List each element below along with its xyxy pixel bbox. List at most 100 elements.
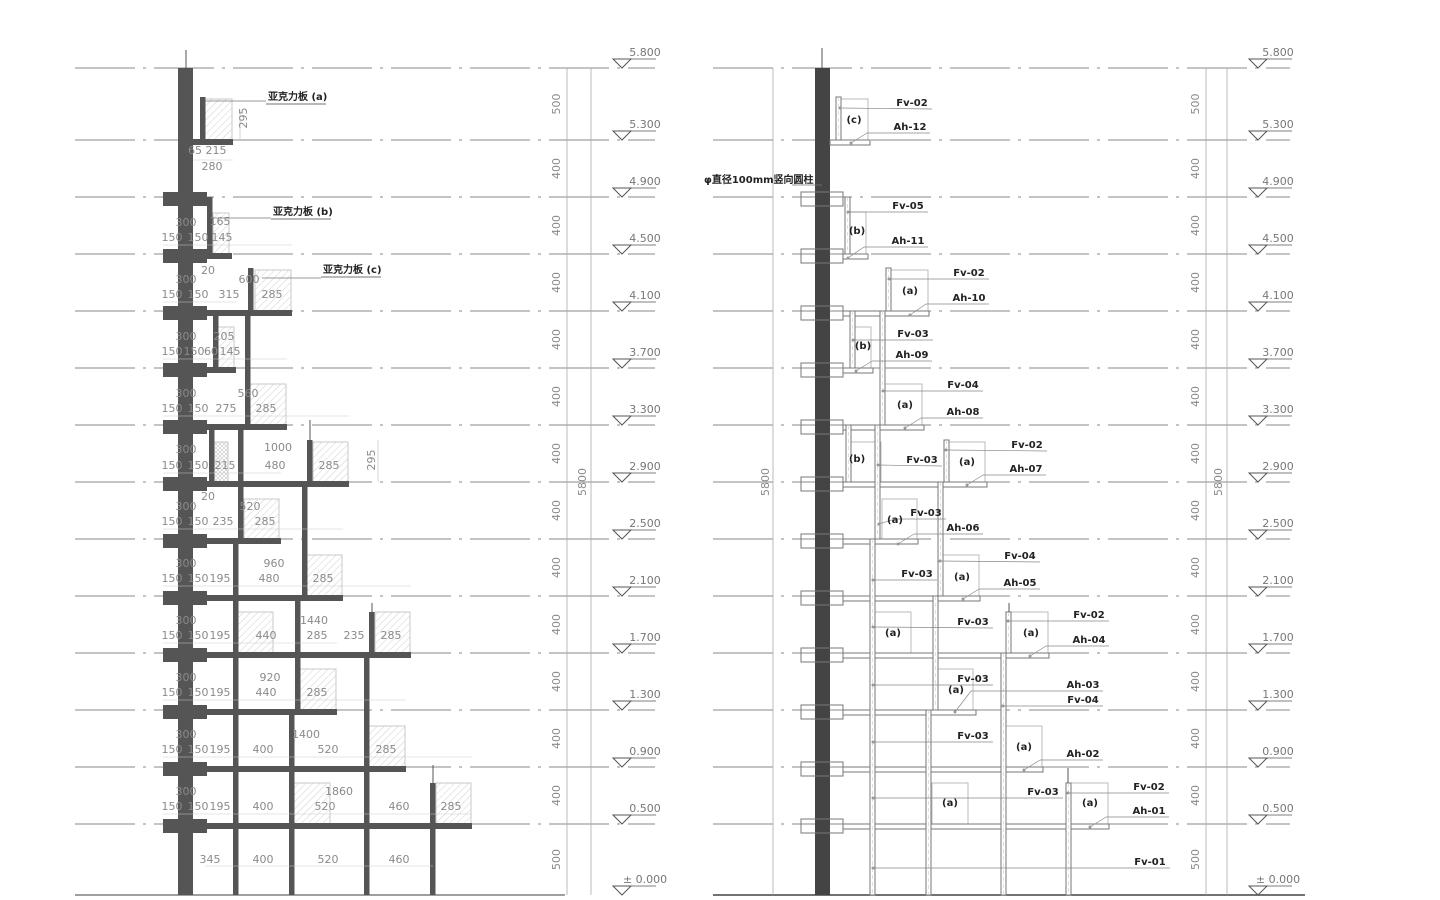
tag-dot <box>849 141 853 145</box>
annotations: 5.800 500 5.300 400 4.900 400 4.500 400 4.100 400… <box>162 46 1301 886</box>
floor-slab-block <box>163 420 207 434</box>
dimension-label: 20 <box>201 490 215 503</box>
elevation-marker-icon <box>611 187 633 198</box>
callout-label: 亚克力板 (a) <box>268 90 327 103</box>
dimension-label: 215 <box>206 144 227 157</box>
component-tag: Fv-01 <box>1134 857 1165 868</box>
segment-dimension: 400 <box>1189 785 1202 806</box>
dimension-label: 300 <box>176 557 197 570</box>
shelf-plate <box>207 766 406 772</box>
elevation-marker-icon <box>611 244 633 255</box>
shelf-plate-outline <box>842 538 919 545</box>
component-tag: Fv-04 <box>1067 695 1098 706</box>
component-tag: Ah-02 <box>1067 749 1100 760</box>
segment-dimension: 500 <box>1189 94 1202 115</box>
elevation-label: 5.800 <box>629 46 661 59</box>
elevation-label: ± 0.000 <box>1256 873 1300 886</box>
dimension-label: 65 <box>188 144 202 157</box>
elevation-marker-icon <box>1247 187 1269 198</box>
dimension-label: 150 <box>188 402 209 415</box>
shelf-plate-outline <box>842 823 1110 830</box>
tag-leader <box>945 449 1048 452</box>
dimension-label: 285 <box>376 743 397 756</box>
dimension-label: 150 <box>188 629 209 642</box>
dimension-label: 150 <box>162 459 183 472</box>
tag-dot <box>854 369 858 373</box>
shelf-plate <box>207 253 232 259</box>
dimension-label: 150 <box>188 743 209 756</box>
dimension-label: 400 <box>253 800 274 813</box>
dimension-label: 285 <box>307 629 328 642</box>
vertical-fin <box>207 197 213 254</box>
elevation-label: 3.300 <box>1262 403 1294 416</box>
elevation-label: 3.700 <box>629 346 661 359</box>
tag-dot <box>1001 704 1005 708</box>
tag-leader <box>1029 645 1047 657</box>
vertical-fin <box>289 710 295 895</box>
elevation-marker-icon <box>611 472 633 483</box>
tag-dot <box>887 277 891 281</box>
segment-dimension: 400 <box>550 671 563 692</box>
dimension-label: 150 <box>162 515 183 528</box>
segment-dimension: 400 <box>550 386 563 407</box>
component-tag: Ah-03 <box>1067 680 1100 691</box>
elevation-label: 2.500 <box>629 517 661 530</box>
panel-type-label: (a) <box>897 400 913 411</box>
elevation-label: 3.300 <box>629 403 661 416</box>
segment-dimension: 400 <box>550 728 563 749</box>
elevation-marker-icon <box>1247 472 1269 483</box>
segment-dimension: 500 <box>550 94 563 115</box>
component-tag: Fv-02 <box>896 98 927 109</box>
elevation-marker-icon <box>1247 586 1269 597</box>
shelf-plate-outline <box>842 253 869 260</box>
floor-slab-block <box>163 306 207 320</box>
elevation-label: 1.700 <box>629 631 661 644</box>
segment-dimension: 400 <box>1189 215 1202 236</box>
elevation-marker-icon <box>611 814 633 825</box>
tag-dot <box>851 338 855 342</box>
vertical-fin <box>200 97 206 140</box>
vertical-fin <box>302 482 308 596</box>
floor-slab-block <box>163 705 207 719</box>
floor-slab-block <box>163 363 207 377</box>
dimension-label: 150 <box>162 231 183 244</box>
component-tag: Ah-09 <box>896 350 929 361</box>
callout-label: 亚克力板 (b) <box>273 205 333 218</box>
shelf-plate <box>207 823 472 829</box>
vertical-fin <box>209 425 215 482</box>
tag-leader <box>904 417 922 429</box>
dimension-label: 150 <box>188 686 209 699</box>
elevation-marker-icon <box>1247 58 1269 69</box>
tag-dot <box>1022 768 1026 772</box>
dimension-label: 150 <box>188 515 209 528</box>
elevation-label: 4.500 <box>629 232 661 245</box>
segment-dimension: 500 <box>1189 849 1202 870</box>
elevation-marker-icon <box>611 643 633 654</box>
dimension-label: 285 <box>319 459 340 472</box>
tag-leader <box>872 626 994 629</box>
dimension-label: 20 <box>201 264 215 277</box>
dimension-label: 150 <box>188 288 209 301</box>
dimension-label: 150 <box>162 800 183 813</box>
component-tag: Ah-01 <box>1133 806 1166 817</box>
panel-type-label: (b) <box>855 341 871 352</box>
segment-dimension: 400 <box>550 500 563 521</box>
dimension-label: 520 <box>318 743 339 756</box>
dimension-label: 400 <box>253 853 274 866</box>
segment-dimension: 400 <box>1189 500 1202 521</box>
tag-leader <box>850 132 868 144</box>
elevation-label: 2.900 <box>629 460 661 473</box>
segment-dimension: 400 <box>550 557 563 578</box>
component-tag: Fv-02 <box>1011 440 1042 451</box>
panel-type-label: (a) <box>1016 742 1032 753</box>
dimension-label: 195 <box>210 686 231 699</box>
dimension-label: 195 <box>210 743 231 756</box>
dimension-label: 300 <box>176 273 197 286</box>
dimension-label: 285 <box>313 572 334 585</box>
component-tag: Ah-04 <box>1073 635 1106 646</box>
elevation-label: 1.700 <box>1262 631 1294 644</box>
segment-dimension: 400 <box>550 215 563 236</box>
floor-slab-outline <box>800 191 844 207</box>
tag-leader <box>939 560 1041 563</box>
